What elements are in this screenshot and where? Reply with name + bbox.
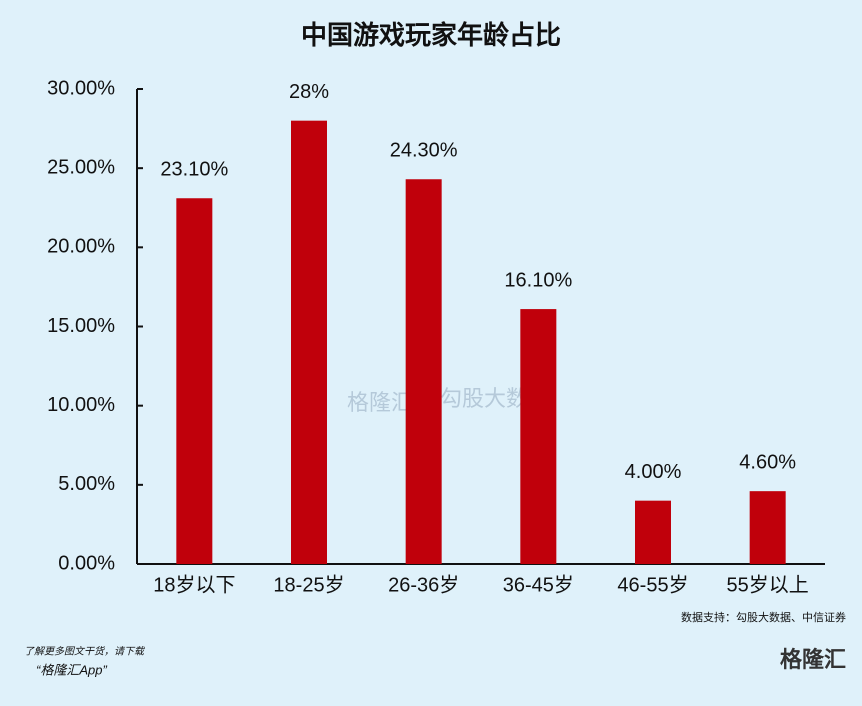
x-tick-label: 46-55岁 (617, 573, 688, 596)
x-tick-label: 18岁以下 (153, 573, 235, 596)
y-tick-label: 30.00% (47, 77, 115, 99)
logo: 格隆汇 (780, 647, 846, 672)
y-tick-label: 0.00% (58, 552, 115, 574)
footer-text: “格隆汇App” (36, 662, 107, 677)
value-label: 28% (289, 81, 329, 103)
x-tick-label: 36-45岁 (503, 573, 574, 596)
bar (405, 179, 442, 564)
y-tick-label: 20.00% (47, 236, 115, 258)
value-label: 4.60% (739, 451, 796, 473)
value-label: 23.10% (160, 159, 228, 181)
value-label: 16.10% (504, 269, 572, 291)
bar (635, 500, 671, 564)
bar (176, 198, 213, 564)
watermark: 格隆汇 (347, 390, 413, 415)
x-tick-label: 18-25岁 (273, 573, 344, 596)
footer-text: 了解更多图文干货，请下载 (24, 646, 146, 658)
bar (749, 491, 786, 564)
bar (291, 120, 327, 565)
chart-title: 中国游戏玩家年龄占比 (301, 20, 561, 50)
x-tick-label: 55岁以上 (727, 573, 809, 596)
y-tick-label: 10.00% (47, 394, 115, 416)
value-label: 4.00% (625, 461, 682, 483)
source-note: 数据支持：勾股大数据、中信证券 (681, 610, 846, 624)
y-tick-label: 15.00% (47, 315, 115, 337)
y-tick-label: 25.00% (47, 156, 115, 178)
bar (520, 309, 557, 564)
y-tick-label: 5.00% (58, 473, 115, 495)
value-label: 24.30% (390, 140, 458, 162)
x-tick-label: 26-36岁 (388, 573, 459, 596)
